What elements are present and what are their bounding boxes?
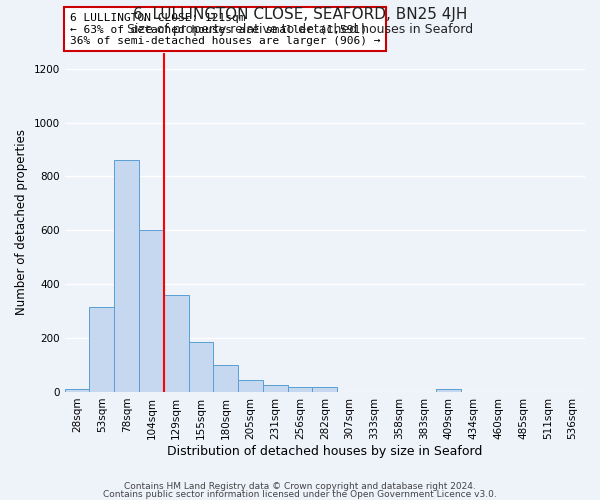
Text: Contains HM Land Registry data © Crown copyright and database right 2024.: Contains HM Land Registry data © Crown c… (124, 482, 476, 491)
Text: Size of property relative to detached houses in Seaford: Size of property relative to detached ho… (127, 22, 473, 36)
Bar (287, 386, 313, 392)
Bar (313, 386, 337, 392)
Text: Contains public sector information licensed under the Open Government Licence v3: Contains public sector information licen… (103, 490, 497, 499)
Bar (65, 390, 89, 392)
Bar (263, 385, 287, 392)
Bar (89, 307, 114, 392)
Bar (188, 342, 214, 392)
Text: 6, LULLINGTON CLOSE, SEAFORD, BN25 4JH: 6, LULLINGTON CLOSE, SEAFORD, BN25 4JH (133, 8, 467, 22)
Bar (436, 390, 461, 392)
Text: 6 LULLINGTON CLOSE: 121sqm
← 63% of detached houses are smaller (1,591)
36% of s: 6 LULLINGTON CLOSE: 121sqm ← 63% of deta… (70, 12, 380, 46)
X-axis label: Distribution of detached houses by size in Seaford: Distribution of detached houses by size … (167, 444, 482, 458)
Y-axis label: Number of detached properties: Number of detached properties (15, 129, 28, 315)
Bar (164, 295, 188, 392)
Bar (214, 365, 238, 392)
Bar (139, 230, 164, 392)
Bar (114, 160, 139, 392)
Bar (238, 380, 263, 392)
